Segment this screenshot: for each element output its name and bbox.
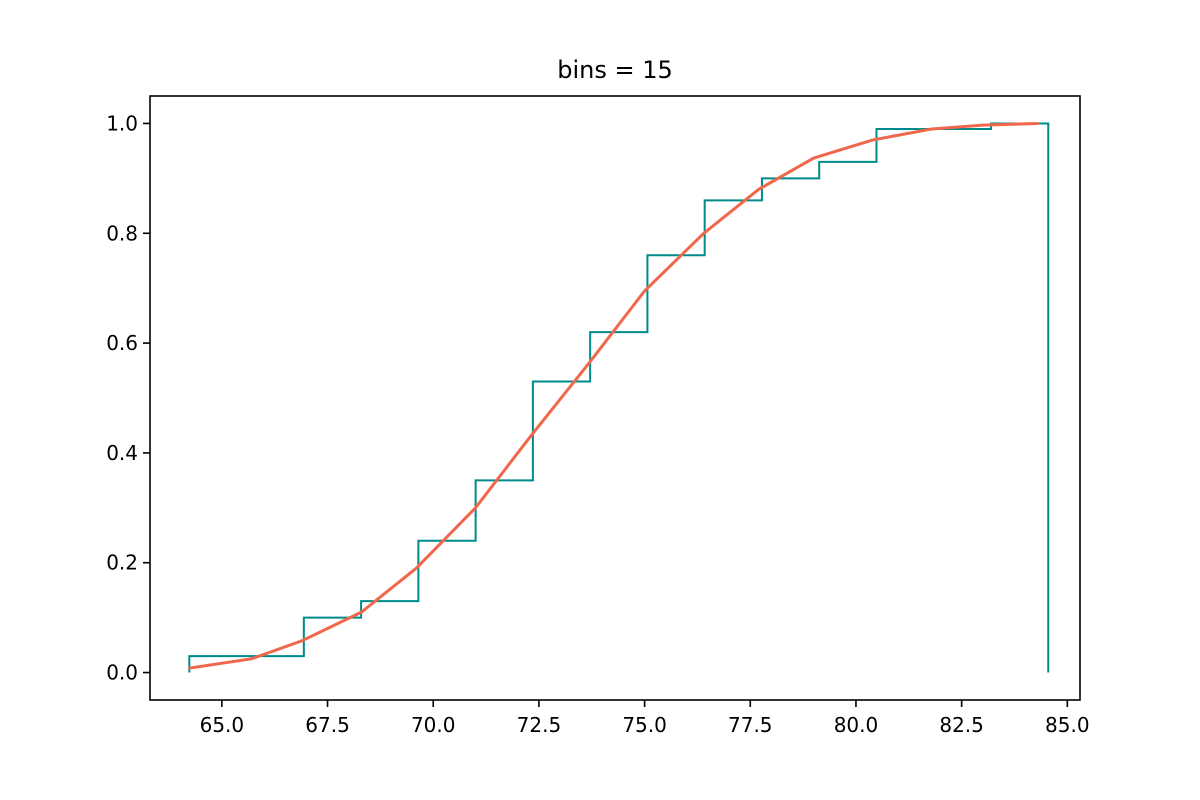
y-tick-label: 0.2	[106, 551, 138, 575]
cdf-line-point	[702, 232, 705, 235]
cdf-line-point	[871, 138, 875, 142]
cdf-line-point	[529, 435, 532, 438]
cdf-line-series	[189, 121, 1038, 670]
plot-frame	[149, 95, 1081, 701]
cdf-line-point	[812, 156, 815, 160]
cdf-line-point	[588, 361, 591, 364]
y-tick-label: 0.0	[106, 661, 138, 685]
series-layer	[188, 121, 1050, 673]
cdf-line-point	[250, 657, 253, 661]
x-tick-label: 72.5	[517, 713, 562, 737]
histogram-step-series	[188, 122, 1050, 673]
cdf-line-point	[474, 506, 477, 510]
cdf-line-point	[1036, 122, 1039, 125]
x-tick-label: 70.0	[411, 713, 456, 737]
x-tick-label: 65.0	[200, 713, 245, 737]
cdf-line-point	[757, 188, 760, 191]
x-tick-label: 85.0	[1045, 713, 1090, 737]
x-tick-label: 67.5	[305, 713, 350, 737]
cdf-line-point	[930, 127, 934, 131]
y-tick-label: 0.4	[106, 441, 138, 465]
chart-title: bins = 15	[557, 56, 673, 84]
x-tick-label: 80.0	[834, 713, 879, 737]
y-axis: 0.0 0.2 0.4 0.6 0.8 1.0	[106, 111, 150, 685]
x-tick-label: 75.0	[622, 713, 667, 737]
cdf-line-point	[643, 289, 646, 293]
x-axis: 65.0 67.5 70.0 72.5 75.0 77.5 80.0 82.5 85.0	[200, 700, 1090, 737]
cdf-line-point	[360, 610, 363, 614]
cdf-line-point	[300, 639, 304, 642]
y-tick-label: 1.0	[106, 111, 138, 135]
y-tick-label: 0.6	[106, 331, 138, 355]
y-tick-label: 0.8	[106, 221, 138, 245]
cdf-line-point	[981, 123, 984, 127]
cdf-line-point	[415, 567, 418, 570]
cdf-line-point	[188, 666, 191, 670]
x-tick-label: 77.5	[728, 713, 773, 737]
x-tick-label: 82.5	[939, 713, 984, 737]
